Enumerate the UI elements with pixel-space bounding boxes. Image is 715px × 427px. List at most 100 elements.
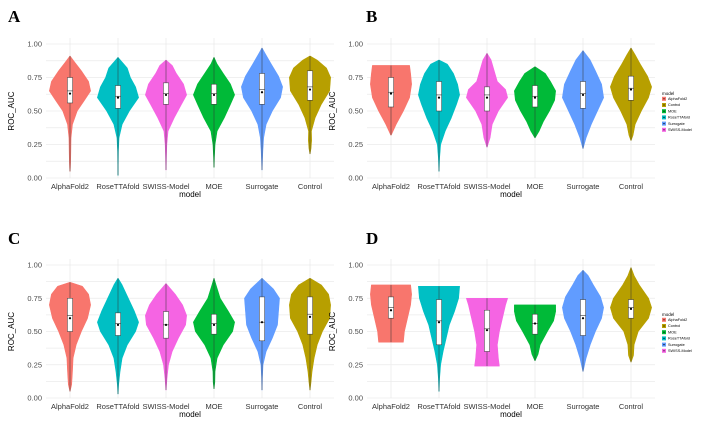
x-tick-label: AlphaFold2 — [372, 182, 410, 191]
x-tick-label: RoseTTAfold — [96, 182, 139, 191]
mean-point — [308, 315, 312, 318]
x-tick-label: SWISS-Model — [463, 182, 510, 191]
legend-swatch-dot — [663, 350, 665, 352]
mean-point — [629, 88, 633, 91]
panel-b: B 0.00 0.25 0.50 0.75 1.00 ROC_AUC AlphaFold2 Ro… — [328, 7, 692, 199]
iqr-box — [307, 70, 313, 101]
x-tick-label: SWISS-Model — [463, 402, 510, 411]
legend-label: Control — [668, 324, 680, 328]
x-tick-label: Control — [619, 402, 644, 411]
iqr-box — [259, 296, 265, 342]
y-tick-label: 0.00 — [348, 394, 363, 403]
mean-point — [260, 321, 264, 324]
y-tick-label: 0.75 — [348, 73, 363, 82]
x-tick-label: RoseTTAfold — [96, 402, 139, 411]
y-tick-label: 0.25 — [348, 360, 363, 369]
x-tick-label: Surrogate — [567, 402, 600, 411]
mean-point — [212, 93, 216, 97]
y-tick-label: 0.25 — [348, 140, 363, 149]
x-tick-label: SWISS-Model — [142, 182, 189, 191]
x-tick-label: AlphaFold2 — [51, 402, 89, 411]
y-tick-label: 0.25 — [27, 360, 42, 369]
y-tick-label: 0.50 — [348, 327, 363, 336]
y-tick-label: 1.00 — [348, 261, 363, 270]
x-axis-title: model — [500, 410, 522, 419]
legend-swatch-dot — [663, 110, 665, 112]
mean-point — [308, 88, 312, 91]
x-tick-label: Surrogate — [246, 182, 279, 191]
y-axis-title: ROC_AUC — [328, 91, 337, 130]
x-tick-label: MOE — [526, 402, 543, 411]
y-tick-label: 0.25 — [27, 140, 42, 149]
x-axis-title: model — [500, 190, 522, 199]
legend-title: model — [662, 91, 674, 96]
y-axis-title: ROC_AUC — [328, 312, 337, 351]
panel-letter: B — [366, 7, 377, 26]
mean-point — [485, 96, 489, 99]
y-axis-title: ROC_AUC — [7, 312, 16, 351]
legend-swatch-dot — [663, 344, 665, 346]
x-tick-label: Control — [619, 182, 644, 191]
mean-point — [581, 93, 585, 97]
legend-label: Control — [668, 103, 680, 107]
iqr-box — [436, 81, 442, 112]
panel-a: A 0.00 0.25 0.50 0.75 1.00 ROC_AUC AlphaFold2 Ro… — [7, 7, 334, 199]
legend-swatch-dot — [663, 129, 665, 131]
x-tick-label: Control — [298, 402, 323, 411]
panel-d: D 0.00 0.25 0.50 0.75 1.00 ROC_AUC AlphaFold2 Ro… — [328, 229, 692, 419]
legend-label: AlphaFold2 — [668, 97, 687, 101]
y-tick-label: 1.00 — [27, 261, 42, 270]
panel-letter: A — [8, 7, 21, 26]
panel-letter: C — [8, 229, 20, 248]
y-tick-label: 1.00 — [27, 40, 42, 49]
y-tick-label: 0.00 — [348, 174, 363, 183]
y-tick-label: 0.75 — [27, 73, 42, 82]
mean-point — [485, 329, 489, 332]
x-tick-label: SWISS-Model — [142, 402, 189, 411]
legend-title: model — [662, 312, 674, 317]
x-tick-label: MOE — [205, 402, 222, 411]
legend-label: Surrogate — [668, 343, 685, 347]
y-tick-label: 0.75 — [27, 294, 42, 303]
x-tick-label: Control — [298, 182, 323, 191]
y-axis-title: ROC_AUC — [7, 91, 16, 130]
panel-c: C 0.00 0.25 0.50 0.75 1.00 ROC_AUC AlphaFold2 Ro… — [7, 229, 334, 419]
legend-label: AlphaFold2 — [668, 318, 687, 322]
x-tick-label: Surrogate — [246, 402, 279, 411]
x-tick-label: RoseTTAfold — [417, 182, 460, 191]
x-tick-label: MOE — [205, 182, 222, 191]
legend-swatch-dot — [663, 331, 665, 333]
y-tick-label: 0.00 — [27, 174, 42, 183]
x-tick-label: RoseTTAfold — [417, 402, 460, 411]
x-axis-title: model — [179, 190, 201, 199]
mean-point — [629, 307, 633, 310]
legend-swatch-dot — [663, 319, 665, 321]
legend-label: MOE — [668, 330, 677, 334]
mean-point — [164, 323, 168, 326]
y-tick-label: 0.50 — [27, 107, 42, 116]
mean-point — [437, 321, 441, 324]
legend-swatch-dot — [663, 104, 665, 106]
mean-point — [260, 91, 264, 94]
x-axis-title: model — [179, 410, 201, 419]
legend-swatch-dot — [663, 325, 665, 327]
iqr-box — [67, 77, 73, 104]
iqr-box — [259, 73, 265, 105]
mean-point — [437, 96, 441, 99]
y-tick-label: 0.50 — [348, 107, 363, 116]
x-tick-label: AlphaFold2 — [51, 182, 89, 191]
mean-point — [116, 323, 120, 326]
mean-point — [68, 317, 72, 320]
y-tick-label: 1.00 — [348, 40, 363, 49]
x-tick-label: AlphaFold2 — [372, 402, 410, 411]
x-tick-label: Surrogate — [567, 182, 600, 191]
legend-label: RoseTTAfold — [668, 337, 690, 341]
legend-swatch-dot — [663, 116, 665, 118]
legend-label: Surrogate — [668, 122, 685, 126]
mean-point — [533, 96, 537, 99]
y-tick-label: 0.00 — [27, 394, 42, 403]
panel-letter: D — [366, 229, 378, 248]
mean-point — [581, 317, 585, 320]
